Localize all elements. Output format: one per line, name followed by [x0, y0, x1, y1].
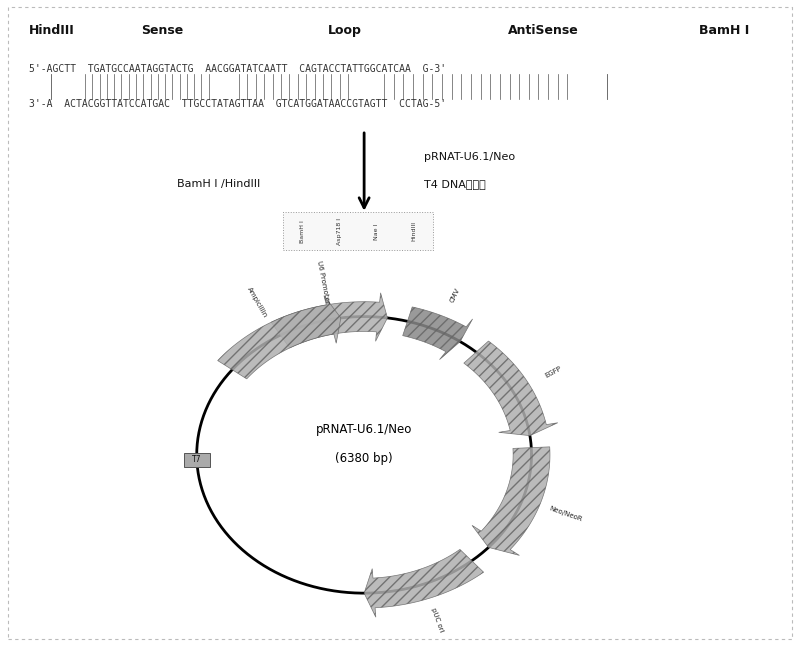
Text: T4 DNA连接酶: T4 DNA连接酶	[424, 179, 486, 189]
Text: (6380 bp): (6380 bp)	[335, 452, 393, 464]
Polygon shape	[271, 293, 387, 348]
Text: pRNAT-U6.1/Neo: pRNAT-U6.1/Neo	[316, 422, 412, 435]
Polygon shape	[218, 296, 341, 379]
Text: HindIII: HindIII	[30, 24, 75, 37]
Text: BamH I: BamH I	[699, 24, 750, 37]
Text: CMV: CMV	[449, 287, 461, 304]
Text: HindIII: HindIII	[411, 222, 416, 242]
Bar	[184, 453, 210, 467]
Polygon shape	[364, 549, 483, 617]
Text: Asp718 I: Asp718 I	[338, 218, 342, 245]
Text: 3'-A  ACTACGGTTATCCATGAC  TTGCCTATAGTTAA  GTCATGGATAACCGTAGTT  CCTAG-5': 3'-A ACTACGGTTATCCATGAC TTGCCTATAGTTAA G…	[30, 99, 446, 109]
Text: T7: T7	[192, 455, 202, 464]
Text: U6 Promoter: U6 Promoter	[316, 260, 330, 304]
Polygon shape	[464, 341, 558, 435]
Text: Loop: Loop	[328, 24, 362, 37]
Text: AntiSense: AntiSense	[508, 24, 578, 37]
Text: EGFP: EGFP	[544, 366, 562, 379]
Text: Sense: Sense	[141, 24, 183, 37]
Polygon shape	[402, 307, 473, 360]
Text: Neo/NeoR: Neo/NeoR	[549, 505, 583, 522]
Text: Nae I: Nae I	[374, 223, 379, 240]
Polygon shape	[472, 447, 550, 556]
Text: pUC ori: pUC ori	[430, 607, 445, 634]
Text: BamH I: BamH I	[300, 220, 306, 243]
Text: BamH I /HindIII: BamH I /HindIII	[177, 179, 260, 189]
FancyBboxPatch shape	[283, 213, 434, 250]
Text: pRNAT-U6.1/Neo: pRNAT-U6.1/Neo	[424, 152, 515, 162]
Text: 5'-AGCTT  TGATGCCAATAGGTACTG  AACGGATATCAATT  CAGTACCTATTGGCATCAA  G-3': 5'-AGCTT TGATGCCAATAGGTACTG AACGGATATCAA…	[30, 64, 446, 74]
Text: Ampicillin: Ampicillin	[246, 286, 268, 318]
